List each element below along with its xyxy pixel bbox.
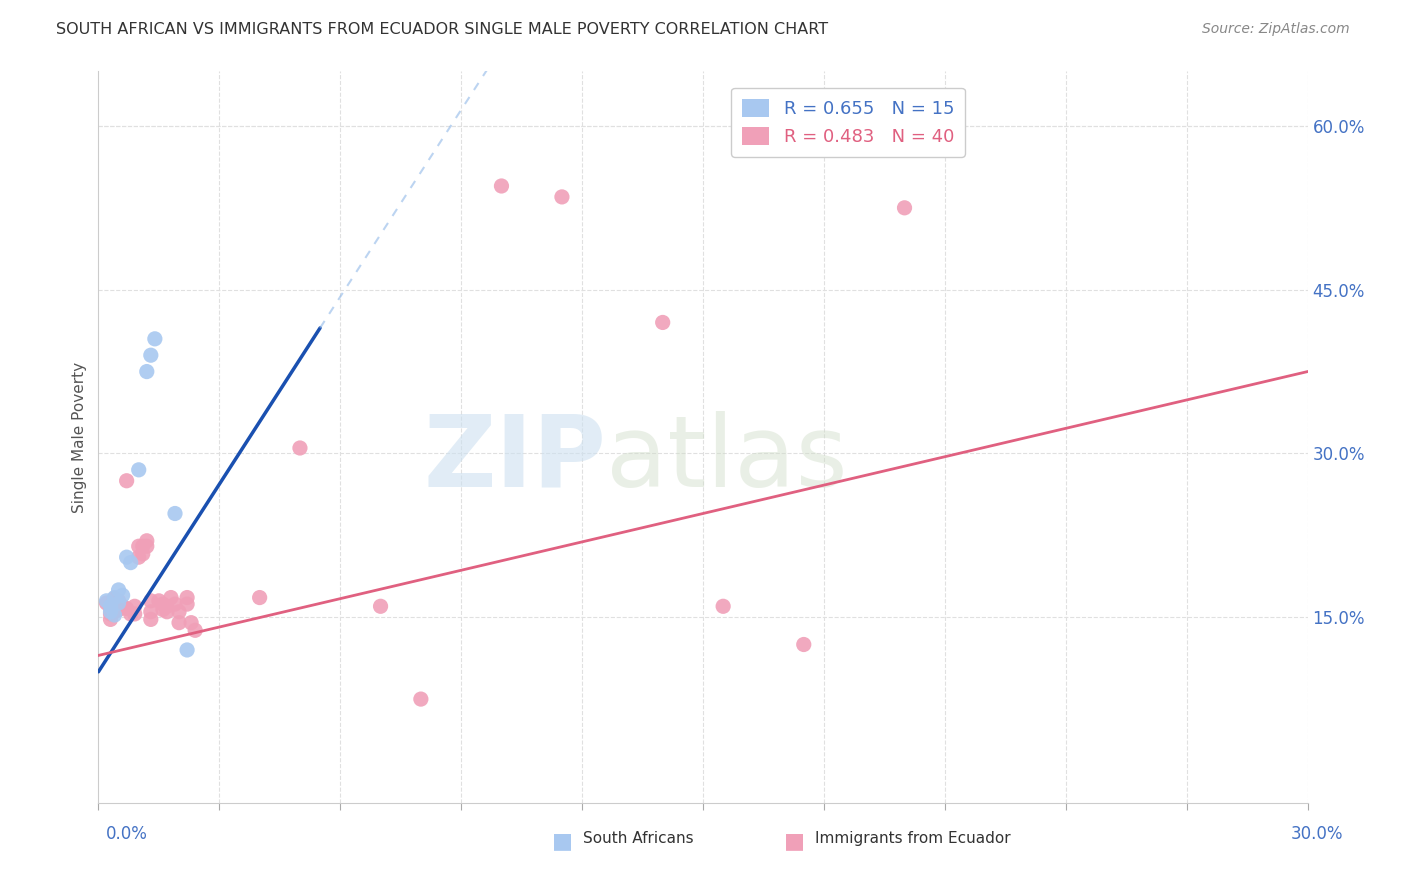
Point: [139, 594, 162, 608]
Point: [103, 591, 125, 606]
Point: [135, 533, 157, 548]
Text: SOUTH AFRICAN VS IMMIGRANTS FROM ECUADOR SINGLE MALE POVERTY CORRELATION CHART: SOUTH AFRICAN VS IMMIGRANTS FROM ECUADOR…: [56, 22, 828, 37]
Text: ■: ■: [553, 831, 572, 851]
Point: [148, 594, 170, 608]
Point: [163, 507, 186, 521]
Point: [100, 612, 122, 626]
Point: [124, 607, 146, 621]
Point: [115, 474, 138, 488]
Text: ZIP: ZIP: [423, 410, 606, 508]
Point: [135, 539, 157, 553]
Point: [96, 596, 118, 610]
Point: [163, 597, 186, 611]
Point: [124, 599, 146, 614]
Point: [249, 591, 271, 605]
Text: 0.0%: 0.0%: [105, 825, 148, 843]
Point: [107, 596, 129, 610]
Point: [100, 599, 122, 614]
Point: [176, 597, 198, 611]
Point: [370, 599, 392, 614]
Point: [107, 602, 129, 616]
Point: [107, 594, 129, 608]
Point: [139, 348, 162, 362]
Point: [96, 594, 118, 608]
Point: [409, 692, 432, 706]
Point: [288, 441, 311, 455]
Point: [128, 463, 150, 477]
Point: [176, 591, 198, 605]
Point: [491, 179, 513, 194]
Point: [139, 605, 162, 619]
Point: [100, 605, 122, 619]
Point: [711, 599, 734, 614]
Point: [107, 582, 129, 597]
Point: [135, 365, 157, 379]
Point: [651, 315, 673, 329]
Point: [551, 190, 574, 204]
Text: Immigrants from Ecuador: Immigrants from Ecuador: [815, 831, 1011, 847]
Y-axis label: Single Male Poverty: Single Male Poverty: [72, 361, 87, 513]
Point: [132, 539, 155, 553]
Point: [139, 612, 162, 626]
Point: [156, 605, 179, 619]
Point: [152, 602, 174, 616]
Point: [893, 201, 915, 215]
Point: [160, 591, 183, 605]
Text: ■: ■: [785, 831, 804, 851]
Point: [793, 638, 815, 652]
Point: [103, 599, 125, 614]
Point: [184, 624, 207, 638]
Text: atlas: atlas: [606, 410, 848, 508]
Point: [111, 599, 134, 614]
Point: [115, 601, 138, 615]
Point: [100, 607, 122, 621]
Text: South Africans: South Africans: [583, 831, 695, 847]
Text: 30.0%: 30.0%: [1291, 825, 1343, 843]
Point: [128, 550, 150, 565]
Point: [156, 599, 179, 614]
Point: [103, 605, 125, 619]
Point: [132, 547, 155, 561]
Point: [167, 615, 190, 630]
Point: [115, 550, 138, 565]
Point: [103, 591, 125, 605]
Point: [143, 332, 166, 346]
Point: [100, 601, 122, 615]
Point: [120, 556, 142, 570]
Text: Source: ZipAtlas.com: Source: ZipAtlas.com: [1202, 22, 1350, 37]
Point: [167, 605, 190, 619]
Point: [176, 643, 198, 657]
Point: [103, 607, 125, 622]
Point: [120, 607, 142, 621]
Point: [128, 539, 150, 553]
Point: [180, 615, 202, 630]
Point: [111, 588, 134, 602]
Point: [152, 597, 174, 611]
Legend: R = 0.655   N = 15, R = 0.483   N = 40: R = 0.655 N = 15, R = 0.483 N = 40: [731, 87, 965, 157]
